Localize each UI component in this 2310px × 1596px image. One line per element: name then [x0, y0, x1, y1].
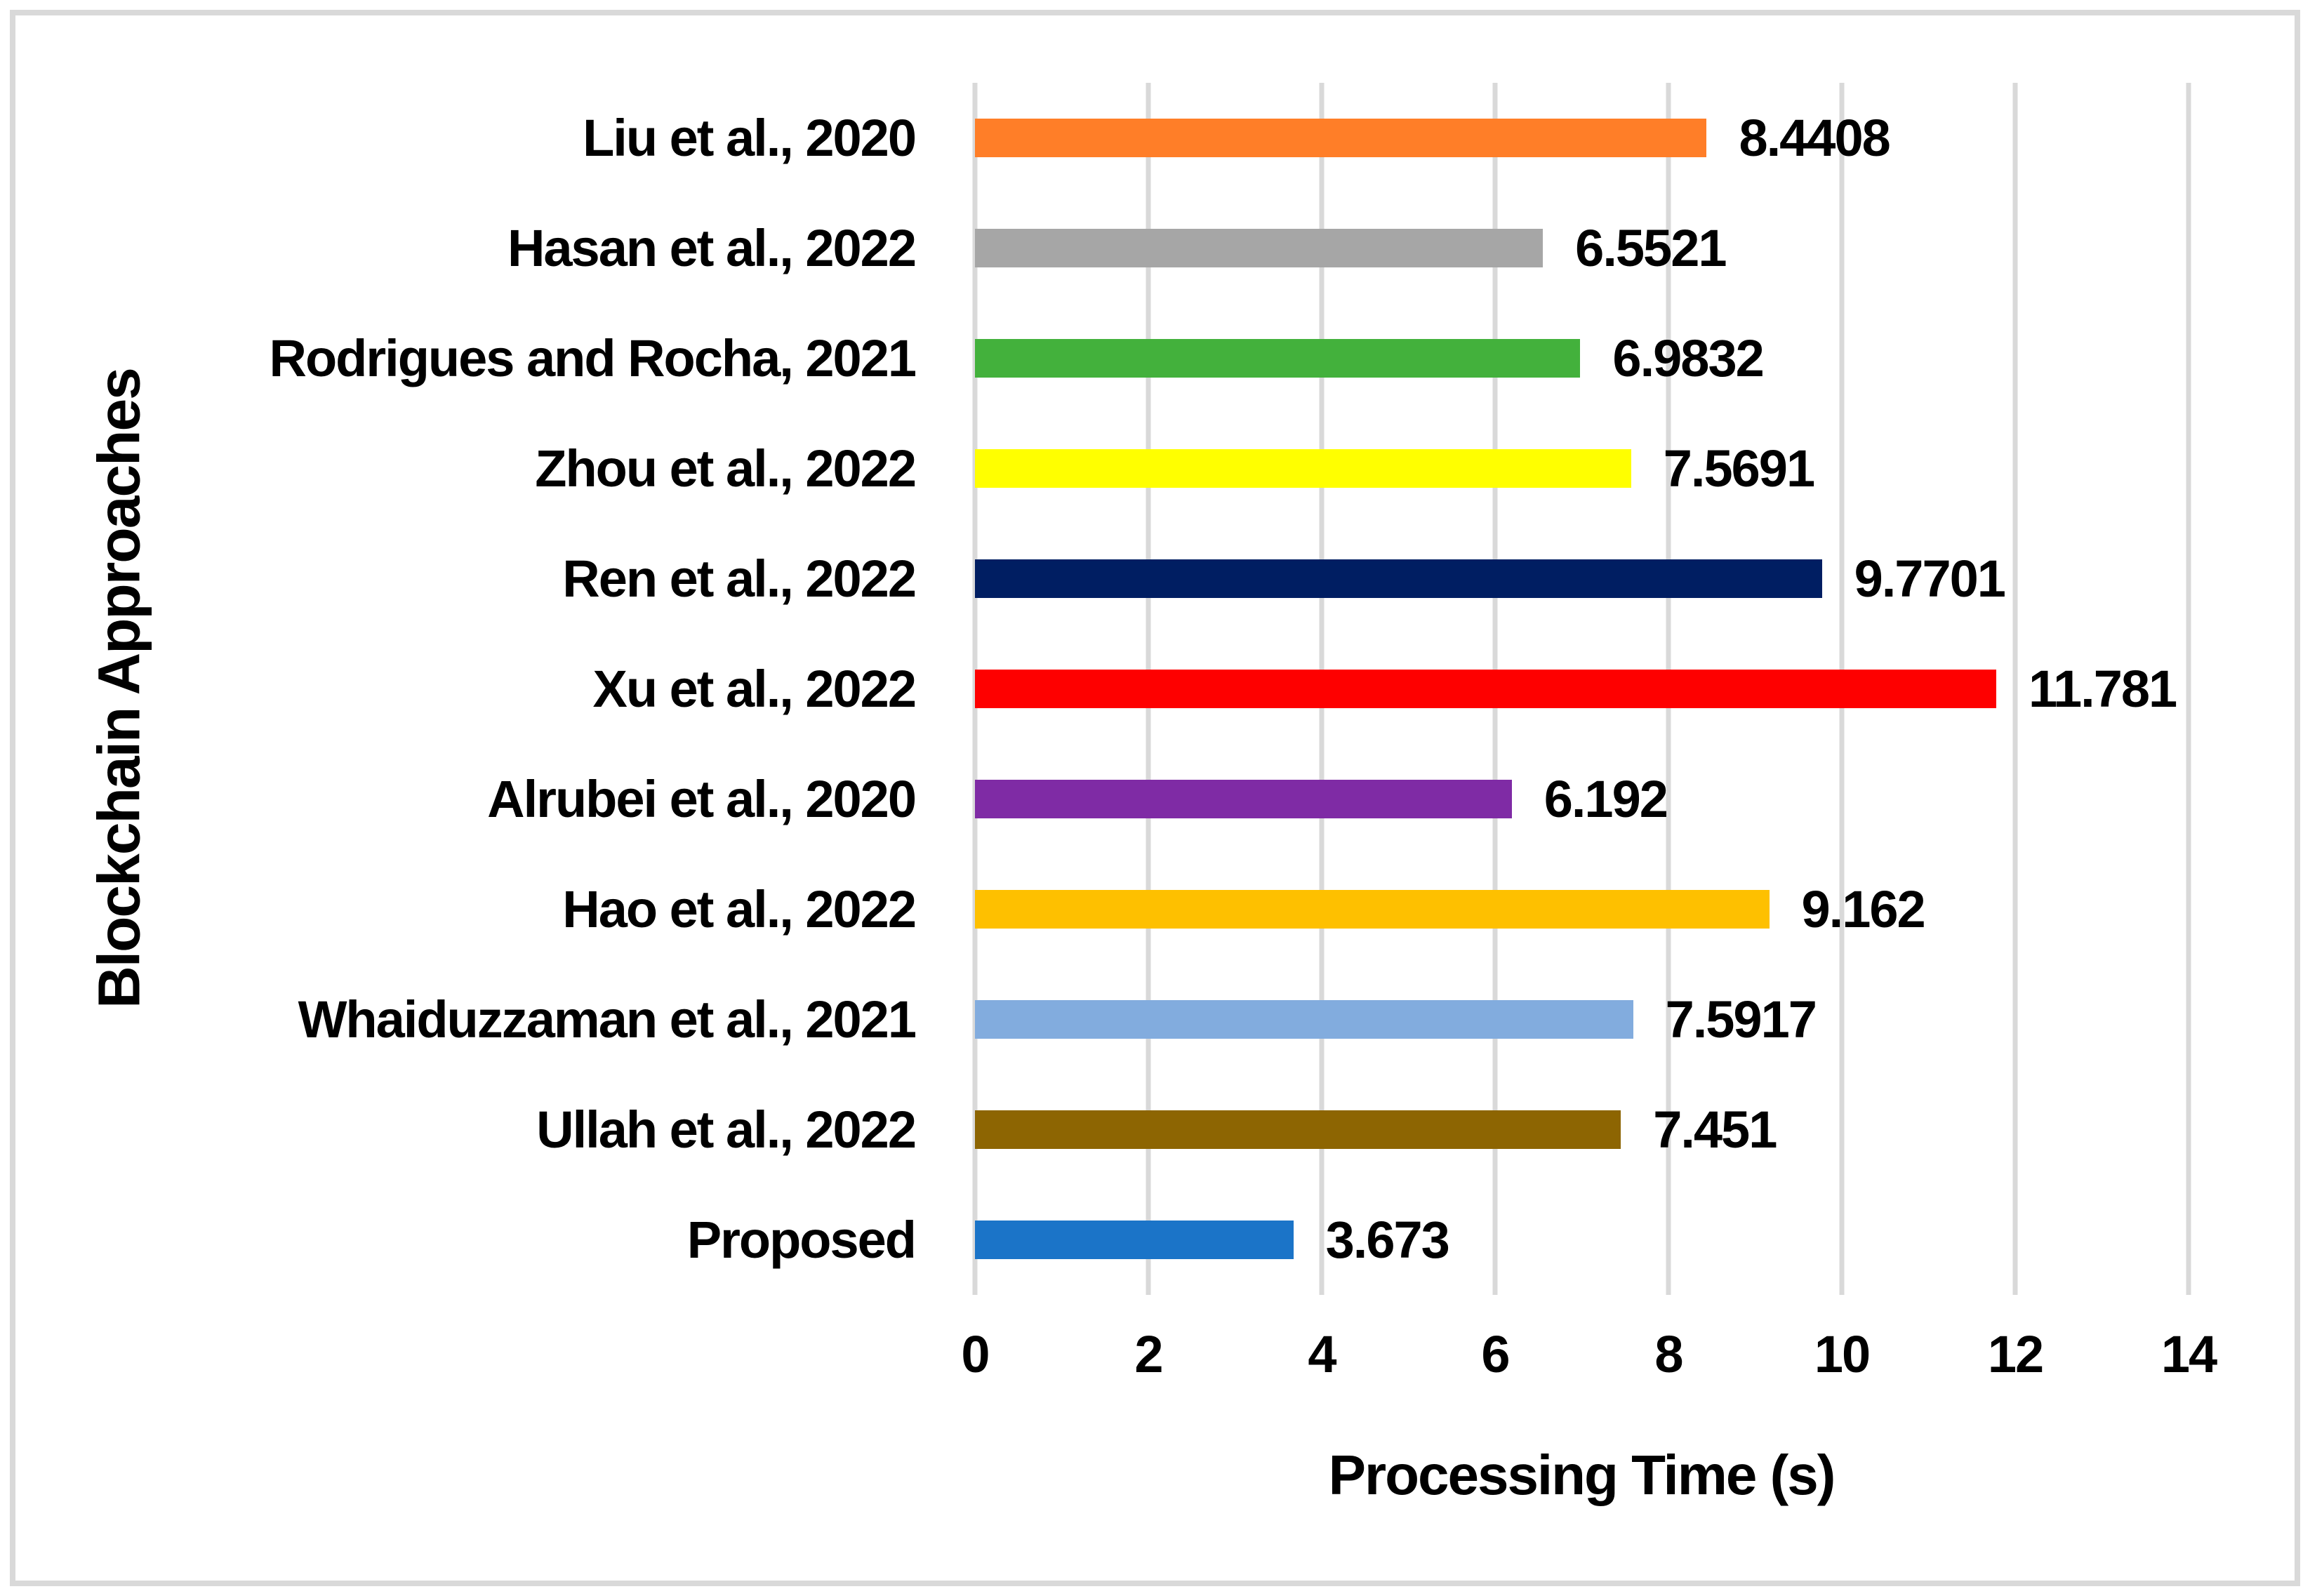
x-axis-tick-label: 2	[1134, 1325, 1163, 1383]
x-axis-tick-label: 14	[2160, 1325, 2217, 1383]
bar	[975, 1110, 1621, 1149]
value-label: 6.192	[1544, 769, 1668, 828]
value-label: 9.162	[1801, 879, 1926, 938]
value-label: 7.5691	[1663, 439, 1815, 498]
bar	[975, 119, 1707, 157]
x-axis-tick-label: 8	[1654, 1325, 1683, 1383]
category-label: Hao et al., 2022	[562, 880, 917, 938]
bar-row: 9.162	[975, 854, 2189, 964]
x-axis-tick-label: 0	[961, 1325, 990, 1383]
category-label: Xu et al., 2022	[592, 660, 917, 718]
category-label: Proposed	[686, 1211, 917, 1269]
bar-row: 3.673	[975, 1185, 2189, 1295]
bar-row: 7.5917	[975, 964, 2189, 1075]
bar-row: 11.781	[975, 634, 2189, 744]
value-label: 7.5917	[1665, 990, 1817, 1049]
bar	[975, 670, 1996, 708]
x-axis-tick-label: 10	[1814, 1325, 1871, 1383]
category-label: Rodrigues and Rocha, 2021	[269, 329, 917, 387]
plot-area: 8.4408 6.5521 6.9832 7.5691 9.7701 11.781 6.19…	[972, 83, 2191, 1295]
bar	[975, 1000, 1633, 1039]
value-label: 6.9832	[1612, 328, 1764, 387]
value-label: 9.7701	[1854, 549, 2006, 608]
category-label: Ullah et al., 2022	[536, 1100, 917, 1159]
x-axis: 0 2 4 6 8 10 12 14	[961, 1325, 2217, 1392]
category-label: Liu et al., 2020	[583, 109, 917, 167]
category-label: Hasan et al., 2022	[507, 219, 917, 277]
value-label: 3.673	[1325, 1210, 1450, 1269]
bar	[975, 339, 1581, 378]
bar-row: 6.9832	[975, 303, 2189, 413]
x-axis-tick-label: 12	[1987, 1325, 2044, 1383]
category-label: Ren et al., 2022	[562, 550, 917, 608]
bar	[975, 890, 1770, 929]
bar	[975, 559, 1822, 598]
bar	[975, 780, 1512, 818]
bar	[975, 1221, 1294, 1259]
value-label: 8.4408	[1739, 108, 1890, 167]
category-label: Whaiduzzaman et al., 2021	[298, 990, 917, 1049]
bar-series: 8.4408 6.5521 6.9832 7.5691 9.7701 11.781 6.19…	[975, 83, 2189, 1295]
x-axis-tick-label: 4	[1308, 1325, 1336, 1383]
bar-row: 7.5691	[975, 413, 2189, 524]
x-axis-tick-label: 6	[1481, 1325, 1510, 1383]
bar-row: 7.451	[975, 1075, 2189, 1185]
bar-row: 8.4408	[975, 83, 2189, 193]
x-axis-title: Processing Time (s)	[1328, 1444, 1836, 1506]
value-label: 6.5521	[1575, 218, 1727, 277]
bar	[975, 449, 1631, 488]
value-label: 7.451	[1653, 1100, 1777, 1159]
gridline	[2012, 83, 2018, 1295]
category-label: Alrubei et al., 2020	[487, 770, 917, 828]
gridline	[2186, 83, 2191, 1295]
value-label: 11.781	[2028, 659, 2177, 718]
bar-row: 6.5521	[975, 193, 2189, 303]
bar	[975, 229, 1544, 267]
bar-row: 9.7701	[975, 524, 2189, 634]
category-axis: Liu et al., 2020 Hasan et al., 2022 Rodrig…	[0, 83, 949, 1295]
category-label: Zhou et al., 2022	[535, 439, 917, 498]
bar-row: 6.192	[975, 744, 2189, 854]
